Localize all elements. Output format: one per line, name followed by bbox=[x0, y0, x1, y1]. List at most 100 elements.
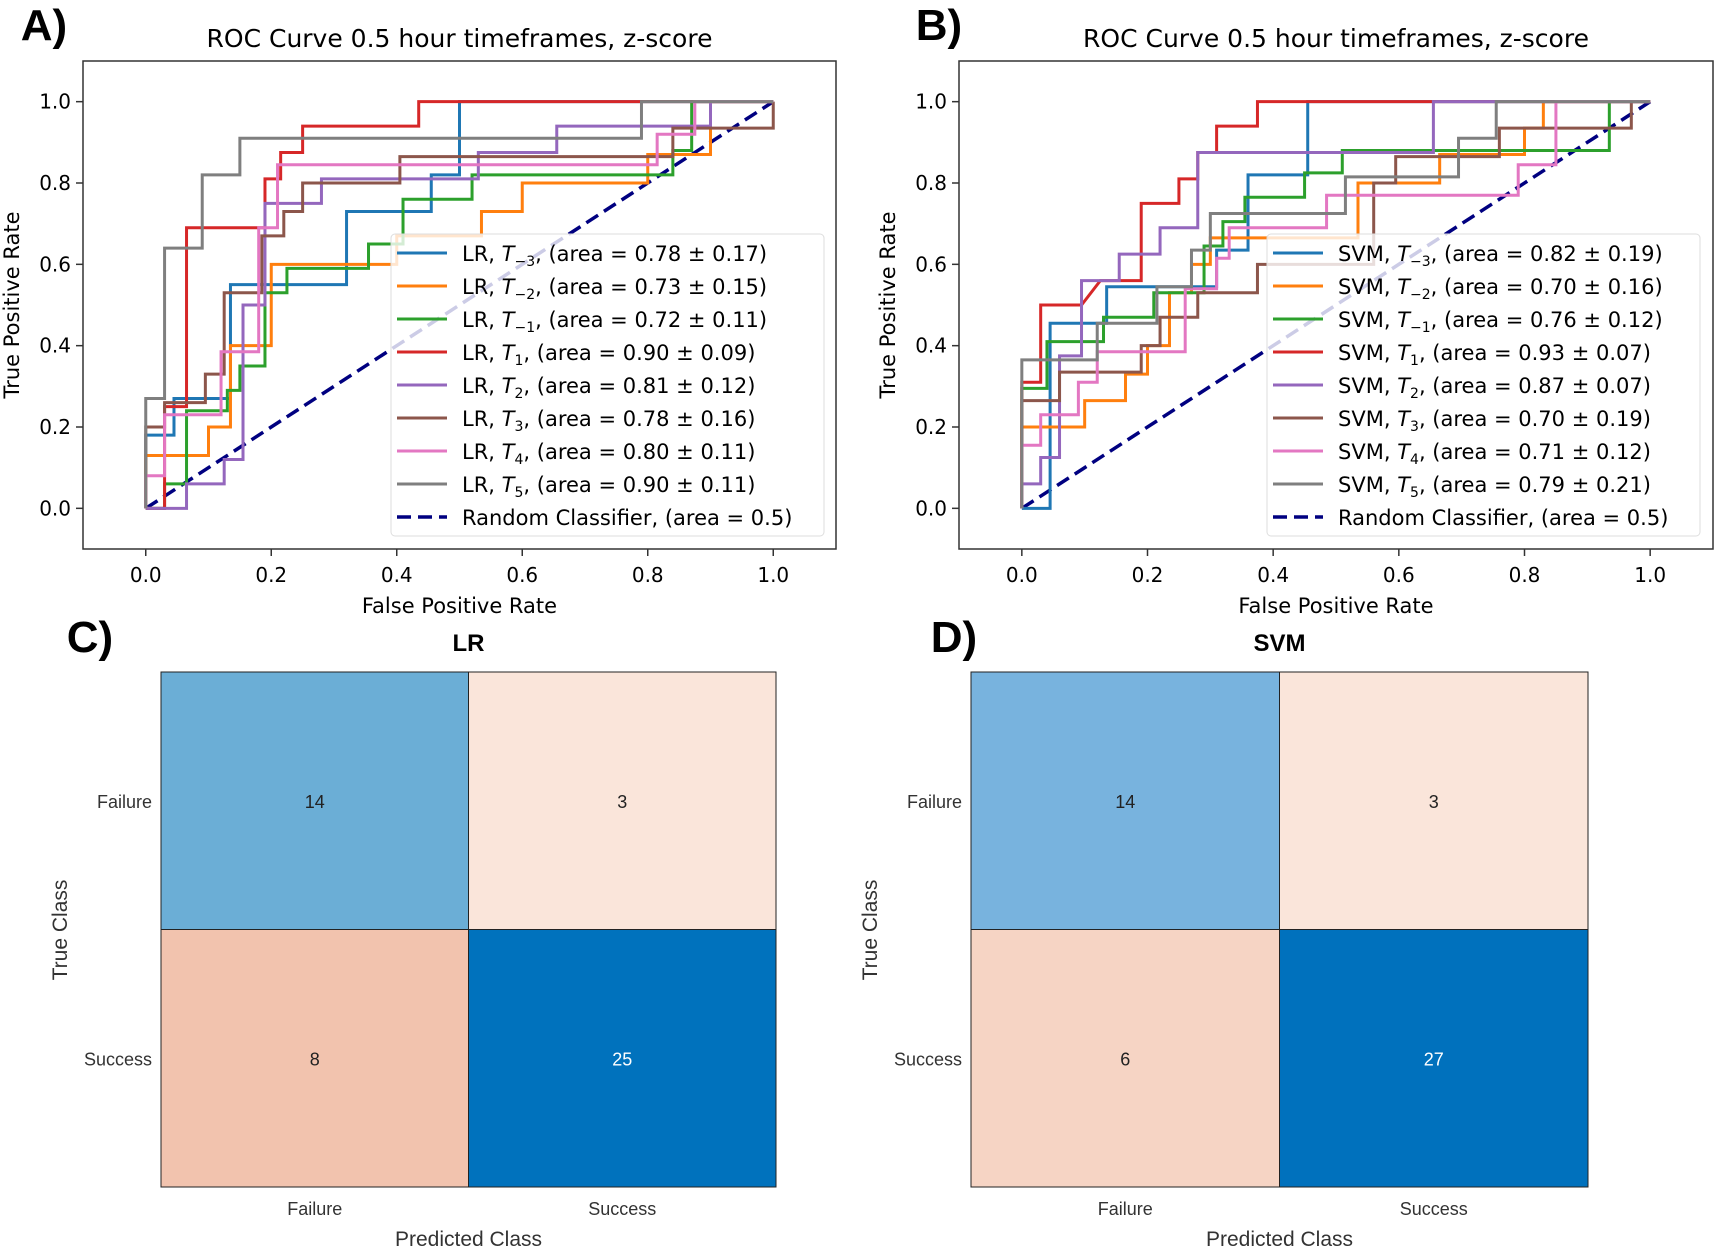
legend-sub: −1 bbox=[1410, 320, 1431, 336]
legend-sep: , bbox=[1431, 275, 1444, 299]
legend-area: (area = 0.90 ± 0.11) bbox=[537, 473, 756, 497]
y-tick-label: 0.4 bbox=[915, 334, 947, 358]
legend-entry: LR, T2, (area = 0.81 ± 0.12) bbox=[462, 374, 755, 402]
legend-area: (area = 0.78 ± 0.16) bbox=[537, 407, 756, 431]
roc-line-lr-t2 bbox=[145, 100, 774, 510]
legend-t: T bbox=[502, 341, 517, 365]
roc-panel-A: A) ROC Curve 0.5 hour timeframes, z-score… bbox=[0, 1, 837, 618]
legend-sub: 4 bbox=[514, 452, 523, 468]
legend-sep: , bbox=[535, 308, 548, 332]
roc-line-lr-t1 bbox=[145, 100, 774, 510]
legend-t: T bbox=[502, 407, 517, 431]
roc-line-svm-t4 bbox=[1020, 100, 1651, 509]
legend-t: T bbox=[502, 374, 517, 398]
legend-sep: , bbox=[523, 407, 536, 431]
legend-model: SVM bbox=[1338, 308, 1384, 332]
legend-area: (area = 0.76 ± 0.12) bbox=[1444, 308, 1663, 332]
legend-entry: SVM, T−2, (area = 0.70 ± 0.16) bbox=[1338, 275, 1663, 303]
row-label: Success bbox=[84, 1049, 152, 1069]
matrix-cell bbox=[160, 929, 469, 1188]
x-tick-label: 1.0 bbox=[1634, 563, 1666, 587]
legend-t: T bbox=[502, 308, 517, 332]
y-tick-label: 1.0 bbox=[39, 90, 71, 114]
legend-model: SVM bbox=[1338, 275, 1384, 299]
matrix-cell bbox=[1279, 929, 1589, 1188]
legend-t: T bbox=[1397, 374, 1412, 398]
legend-sep: , bbox=[1384, 308, 1397, 332]
legend-t: T bbox=[1397, 242, 1412, 266]
row-label: Failure bbox=[907, 792, 962, 812]
legend-model: LR bbox=[462, 374, 488, 398]
legend-model: LR bbox=[462, 341, 488, 365]
legend-t: T bbox=[1397, 473, 1412, 497]
legend-model: SVM bbox=[1338, 473, 1384, 497]
cell-value: 27 bbox=[1424, 1049, 1444, 1069]
legend-model: SVM bbox=[1338, 407, 1384, 431]
legend-area: (area = 0.71 ± 0.12) bbox=[1432, 440, 1651, 464]
roc-line-lr-t4 bbox=[144, 100, 774, 509]
cell-value: 6 bbox=[1120, 1049, 1130, 1069]
legend-sep: , bbox=[488, 275, 501, 299]
legend-area: (area = 0.79 ± 0.21) bbox=[1432, 473, 1651, 497]
x-tick-label: 0.4 bbox=[381, 563, 413, 587]
legend-entry: SVM, T2, (area = 0.87 ± 0.07) bbox=[1338, 374, 1651, 402]
legend-entry: SVM, T−1, (area = 0.76 ± 0.12) bbox=[1338, 308, 1663, 336]
legend-sep: , bbox=[488, 341, 501, 365]
legend: SVM, T−3, (area = 0.82 ± 0.19)SVM, T−2, … bbox=[1266, 233, 1701, 537]
roc-line-svm-t3 bbox=[1020, 100, 1651, 509]
roc-line-lr-tm1 bbox=[145, 100, 774, 510]
legend-sep: , bbox=[1419, 407, 1432, 431]
legend-sep: , bbox=[488, 407, 501, 431]
legend-sub: 4 bbox=[1410, 452, 1419, 468]
y-axis-label: True Class bbox=[49, 880, 72, 981]
legend-t: T bbox=[1397, 341, 1412, 365]
x-tick-label: 0.6 bbox=[1383, 563, 1415, 587]
legend-area: (area = 0.90 ± 0.09) bbox=[537, 341, 756, 365]
legend-t: T bbox=[502, 275, 517, 299]
column-label: Success bbox=[588, 1199, 656, 1219]
legend-sep: , bbox=[523, 341, 536, 365]
legend-sub: 2 bbox=[514, 386, 523, 402]
row-label: Failure bbox=[97, 792, 152, 812]
x-tick-label: 0.8 bbox=[1509, 563, 1541, 587]
legend-model: SVM bbox=[1338, 242, 1384, 266]
legend-sep: , bbox=[1384, 473, 1397, 497]
legend-area: (area = 0.82 ± 0.19) bbox=[1444, 242, 1663, 266]
roc-panel-B: B) ROC Curve 0.5 hour timeframes, z-score… bbox=[876, 1, 1714, 618]
legend-sub: −2 bbox=[1410, 287, 1431, 303]
panel-letter: D) bbox=[931, 613, 977, 662]
legend-model: SVM bbox=[1338, 374, 1384, 398]
legend-sep: , bbox=[488, 308, 501, 332]
legend-sep: , bbox=[1384, 440, 1397, 464]
y-tick-label: 0.0 bbox=[39, 496, 71, 520]
legend-sub: 5 bbox=[1410, 485, 1419, 501]
legend-sub: 3 bbox=[1410, 419, 1419, 435]
legend-model: SVM bbox=[1338, 440, 1384, 464]
x-axis-label: Predicted Class bbox=[395, 1228, 542, 1251]
x-tick-label: 0.0 bbox=[1006, 563, 1038, 587]
y-axis-label: True Positive Rate bbox=[876, 211, 900, 399]
legend-sub: 3 bbox=[514, 419, 523, 435]
legend-sub: −2 bbox=[514, 287, 535, 303]
legend-area: (area = 0.70 ± 0.19) bbox=[1432, 407, 1651, 431]
confusion-matrix-D: D) SVM 14 3 6 27 Failure Failure Success Success P… bbox=[859, 613, 1589, 1251]
legend-entry: SVM, T3, (area = 0.70 ± 0.19) bbox=[1338, 407, 1651, 435]
legend-model: LR bbox=[462, 275, 488, 299]
legend-sep: , bbox=[1384, 341, 1397, 365]
legend-area: (area = 0.78 ± 0.17) bbox=[548, 242, 767, 266]
legend-sep: , bbox=[1419, 440, 1432, 464]
y-tick-label: 0.8 bbox=[915, 171, 947, 195]
legend-sep: , bbox=[488, 473, 501, 497]
matrix-title: LR bbox=[453, 630, 485, 657]
legend-entry: SVM, T1, (area = 0.93 ± 0.07) bbox=[1338, 341, 1651, 369]
y-tick-label: 0.6 bbox=[39, 252, 71, 276]
matrix-cell bbox=[1279, 671, 1589, 930]
legend-sep: , bbox=[1419, 341, 1432, 365]
legend-entry: LR, T−2, (area = 0.73 ± 0.15) bbox=[462, 275, 767, 303]
column-label: Failure bbox=[287, 1199, 342, 1219]
legend-entry: LR, T1, (area = 0.90 ± 0.09) bbox=[462, 341, 755, 369]
y-axis-label: True Class bbox=[859, 880, 882, 981]
x-tick-label: 0.6 bbox=[506, 563, 538, 587]
legend-t: T bbox=[502, 473, 517, 497]
